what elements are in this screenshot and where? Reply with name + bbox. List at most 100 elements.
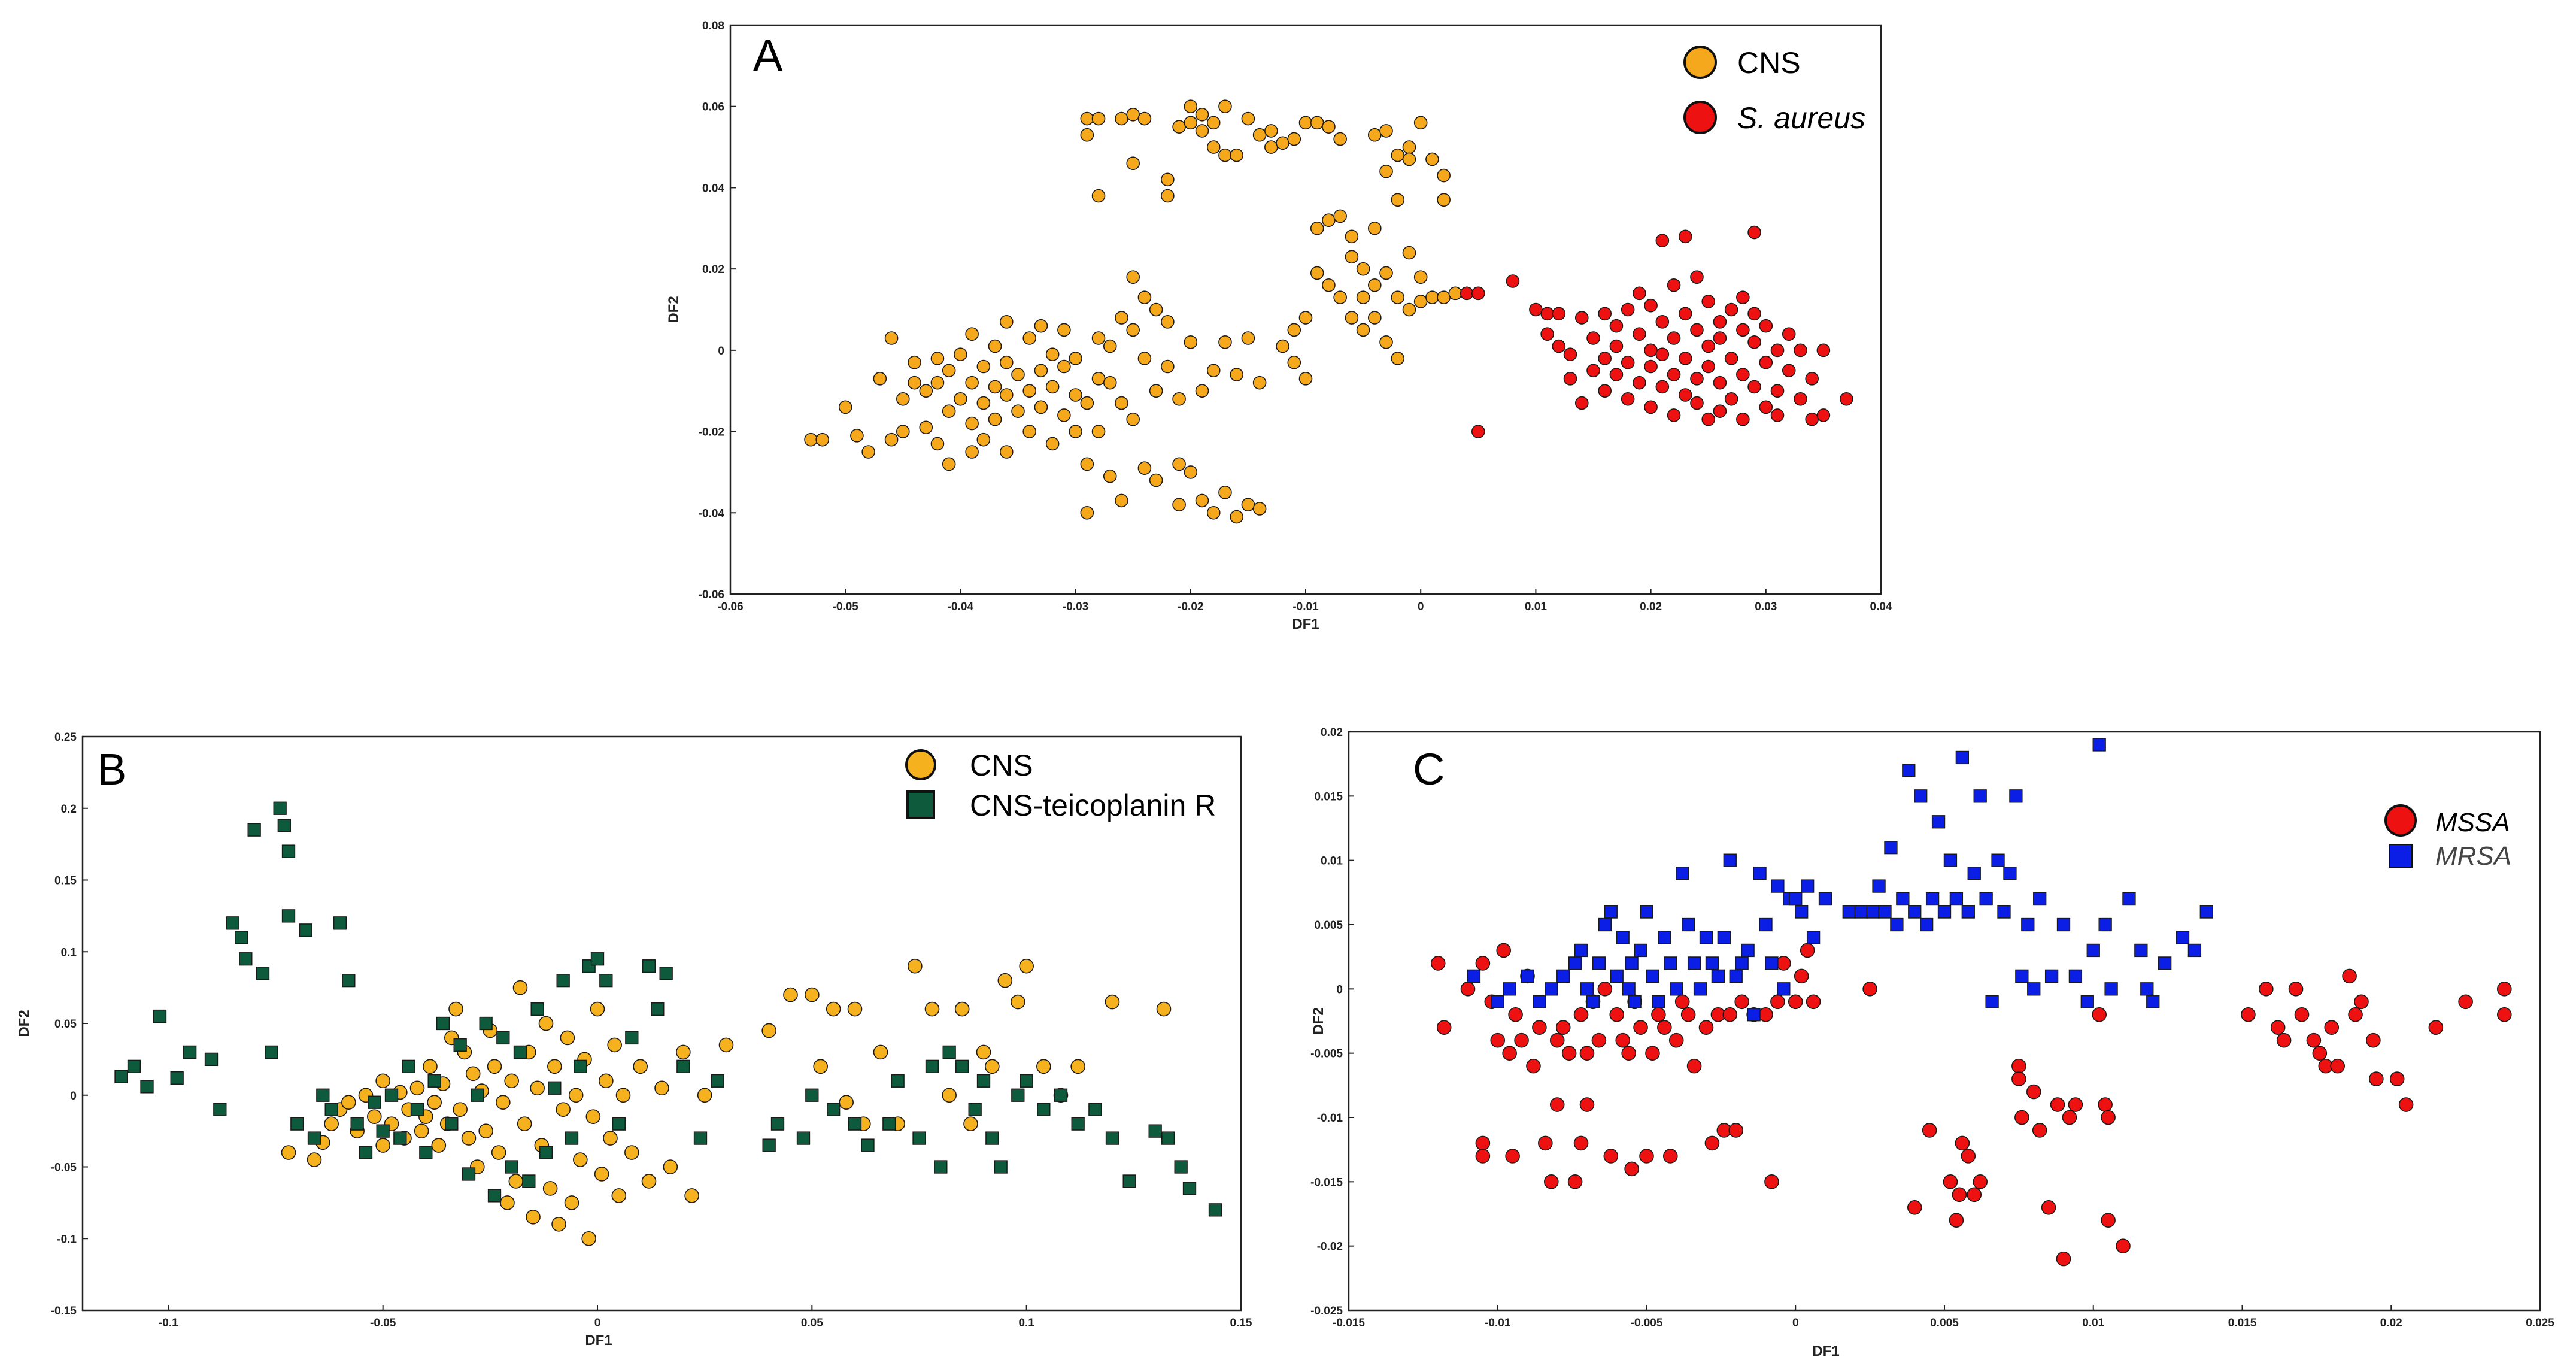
point-a-cns — [954, 392, 967, 406]
point-b-cns — [615, 1088, 631, 1103]
point-b-cns-teicoplanin-r — [805, 1088, 819, 1102]
x-tick-label-a: 0 — [1418, 601, 1424, 613]
point-a-s-aureus — [1724, 302, 1738, 317]
point-a-s-aureus — [1690, 372, 1704, 386]
point-c-mrsa — [1574, 943, 1588, 958]
point-c-mssa — [2389, 1071, 2405, 1086]
point-c-mrsa — [2098, 917, 2112, 932]
point-a-cns — [1195, 107, 1209, 122]
point-a-cns — [1115, 311, 1128, 325]
point-a-cns — [1298, 372, 1313, 386]
point-b-cns-teicoplanin-r — [711, 1074, 724, 1088]
y-tick-label-c: 0.005 — [1314, 919, 1343, 932]
point-a-cns — [1080, 128, 1094, 142]
point-a-cns — [1402, 152, 1416, 166]
point-c-mssa — [2306, 1032, 2322, 1048]
point-c-mrsa — [1628, 995, 1642, 1008]
point-c-mrsa — [1687, 956, 1701, 970]
point-c-mssa — [1508, 1007, 1523, 1022]
point-b-cns-teicoplanin-r — [659, 967, 673, 980]
point-b-cns-teicoplanin-r — [273, 801, 287, 815]
point-b-cns — [496, 1095, 511, 1110]
point-a-cns — [1011, 368, 1025, 381]
point-a-s-aureus — [1609, 339, 1624, 353]
point-c-mssa — [2092, 1007, 2107, 1022]
x-tick-label-b: -0.1 — [159, 1317, 178, 1329]
point-c-mrsa — [1890, 917, 1904, 932]
point-b-cns — [551, 1217, 566, 1232]
point-c-mrsa — [1503, 982, 1516, 996]
point-b-cns-teicoplanin-r — [307, 1131, 321, 1145]
point-a-cns — [1149, 473, 1163, 487]
point-b-cns — [697, 1088, 712, 1103]
point-b-cns-teicoplanin-r — [1182, 1182, 1197, 1195]
point-b-cns — [508, 1174, 524, 1189]
point-a-cns — [1091, 331, 1106, 345]
point-a-s-aureus — [1540, 327, 1554, 341]
point-c-mrsa — [1622, 982, 1636, 996]
point-c-mrsa — [2033, 892, 2047, 906]
point-a-cns — [1241, 331, 1255, 345]
point-c-mssa — [1430, 956, 1446, 971]
point-a-s-aureus — [1701, 295, 1715, 308]
point-a-cns — [1126, 412, 1140, 426]
point-a-s-aureus — [1667, 278, 1681, 292]
point-a-cns — [1356, 262, 1370, 276]
point-c-mssa — [1722, 1007, 1738, 1022]
point-b-cns — [465, 1066, 481, 1082]
point-a-s-aureus — [1540, 307, 1554, 321]
point-b-cns-teicoplanin-r — [1011, 1088, 1025, 1102]
point-b-cns — [826, 1001, 841, 1017]
point-b-cns-teicoplanin-r — [1037, 1103, 1051, 1116]
y-tick-label-b: -0.1 — [57, 1233, 77, 1246]
point-c-mssa — [1579, 1097, 1595, 1112]
point-c-mssa — [1788, 994, 1803, 1010]
point-b-cns-teicoplanin-r — [410, 1103, 424, 1116]
point-c-mrsa — [2176, 931, 2190, 944]
point-a-cns — [976, 359, 991, 374]
point-a-cns — [1264, 140, 1278, 154]
point-c-mrsa — [1866, 905, 1880, 919]
point-a-cns — [1345, 229, 1359, 244]
y-tick-label-c: 0.02 — [1321, 726, 1343, 739]
point-b-cns-teicoplanin-r — [299, 923, 312, 937]
point-c-mssa — [1538, 1135, 1553, 1151]
point-a-cns — [1322, 120, 1336, 134]
point-b-cns — [873, 1044, 888, 1060]
point-a-cns — [965, 416, 979, 431]
point-b-cns-teicoplanin-r — [368, 1095, 381, 1109]
point-a-cns — [1161, 359, 1175, 374]
panel-c: C -0.015 -0.01 -0.005 0 0.005 0.01 0.015 0.02 0.… — [1310, 726, 2554, 1359]
point-a-cns — [1391, 148, 1405, 162]
point-c-mrsa — [1937, 905, 1952, 919]
panel-label-b: B — [97, 744, 126, 794]
x-tick-label-a: -0.03 — [1063, 601, 1088, 613]
point-b-cns-teicoplanin-r — [183, 1045, 197, 1059]
point-b-cns — [375, 1073, 390, 1089]
point-b-cns-teicoplanin-r — [968, 1103, 982, 1116]
y-tick-label-a: 0.06 — [702, 101, 724, 114]
point-c-mssa — [1490, 1032, 1506, 1048]
point-c-mrsa — [1872, 879, 1886, 893]
point-a-s-aureus — [1690, 396, 1704, 410]
point-c-mrsa — [1771, 879, 1785, 893]
point-b-cns — [409, 1080, 425, 1096]
point-b-cns-teicoplanin-r — [1105, 1131, 1119, 1145]
point-c-mssa — [1734, 994, 1749, 1010]
legend-label-cns-a: CNS — [1737, 46, 1801, 80]
y-axis-label-b: DF2 — [16, 1010, 32, 1037]
point-c-mrsa — [1723, 853, 1737, 867]
point-c-mrsa — [1878, 905, 1892, 919]
point-a-s-aureus — [1690, 270, 1704, 284]
point-c-mrsa — [1925, 892, 1940, 906]
point-c-mrsa — [1896, 892, 1910, 906]
point-a-cns — [1264, 124, 1278, 138]
point-a-cns — [1137, 352, 1152, 365]
point-b-cns — [530, 1080, 545, 1096]
point-b-cns-teicoplanin-r — [912, 1131, 926, 1145]
point-b-cns-teicoplanin-r — [762, 1138, 776, 1152]
point-c-mssa — [2496, 982, 2512, 997]
point-a-cns — [1103, 469, 1117, 483]
point-c-mrsa — [1676, 866, 1689, 880]
point-c-mrsa — [1729, 969, 1743, 983]
